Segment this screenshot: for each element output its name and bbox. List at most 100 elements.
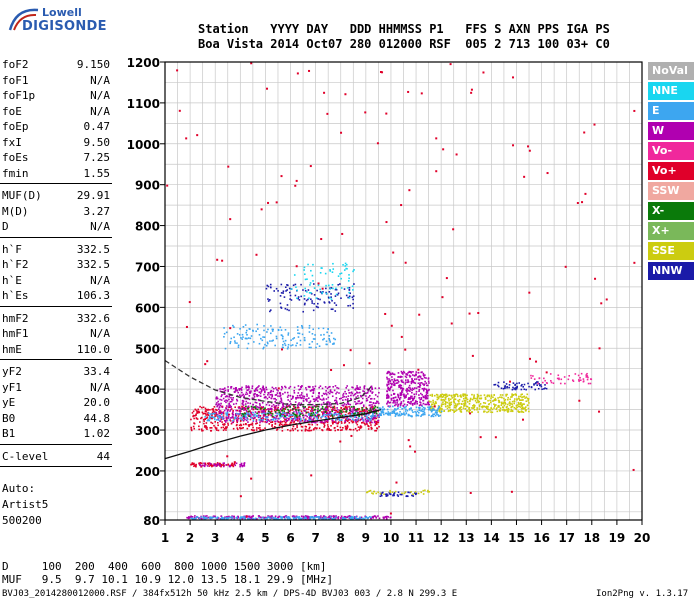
data-point (400, 392, 403, 395)
data-point (482, 401, 485, 404)
data-point (377, 515, 379, 517)
data-point (361, 418, 363, 420)
data-point (365, 420, 367, 422)
data-point (237, 391, 240, 394)
data-point (285, 420, 288, 422)
data-point (340, 407, 343, 409)
data-point (413, 395, 416, 398)
data-point (390, 383, 393, 386)
data-point (369, 419, 371, 422)
data-point (211, 465, 213, 468)
data-point (423, 410, 425, 413)
param-row: h`Es 106.3 (2, 289, 110, 304)
data-point (527, 145, 530, 148)
data-point (546, 172, 549, 175)
x-tick-label: 7 (311, 531, 319, 545)
data-point (397, 393, 399, 396)
data-point (364, 418, 367, 420)
data-point (276, 407, 279, 410)
data-point (308, 297, 310, 299)
data-point (262, 410, 264, 413)
data-point (320, 421, 323, 424)
data-point (227, 424, 230, 426)
data-point (268, 404, 271, 407)
data-point (356, 419, 359, 421)
data-point (386, 408, 389, 411)
data-point (236, 427, 239, 429)
data-point (261, 339, 264, 342)
data-point (272, 390, 274, 393)
data-point (296, 426, 298, 429)
param-row: yF2 33.4 (2, 365, 110, 380)
data-point (386, 394, 388, 396)
data-point (420, 414, 423, 416)
data-point (506, 386, 508, 389)
data-point (386, 384, 388, 387)
data-point (437, 414, 439, 416)
header-row-1: Station YYYY DAY DDD HHMMSS P1 FFS S AXN… (198, 22, 610, 36)
data-point (268, 412, 271, 414)
data-point (246, 417, 248, 419)
data-point (236, 517, 239, 520)
data-point (370, 406, 373, 408)
data-point (292, 412, 295, 415)
data-point (479, 436, 482, 439)
data-point (280, 283, 283, 286)
data-point (359, 388, 361, 391)
data-point (263, 346, 265, 349)
data-point (338, 397, 341, 400)
data-point (348, 297, 351, 299)
data-point (294, 184, 297, 187)
data-point (500, 402, 503, 405)
data-point (352, 307, 355, 309)
data-point (215, 427, 217, 430)
param-row: hmF1 N/A (2, 327, 110, 342)
data-point (298, 332, 301, 335)
data-point (312, 280, 314, 282)
data-point (263, 413, 265, 415)
data-point (256, 408, 259, 411)
data-point (293, 274, 296, 276)
data-point (303, 273, 306, 276)
data-point (317, 395, 320, 397)
data-point (374, 429, 376, 432)
data-point (324, 419, 326, 422)
data-point (256, 415, 259, 417)
data-point (280, 400, 283, 402)
data-point (408, 189, 411, 192)
data-point (274, 515, 277, 518)
data-point (213, 424, 215, 427)
data-point (314, 408, 317, 411)
data-point (214, 415, 216, 417)
data-point (633, 109, 636, 112)
data-point (192, 425, 195, 428)
data-point (377, 414, 379, 417)
data-point (312, 407, 314, 409)
data-point (474, 404, 476, 407)
data-point (333, 515, 336, 518)
data-point (294, 406, 297, 409)
data-point (277, 389, 279, 392)
data-point (412, 380, 415, 382)
data-point (470, 88, 473, 91)
data-point (309, 284, 311, 286)
data-point (280, 397, 282, 400)
data-point (422, 413, 424, 416)
data-point (206, 465, 209, 467)
data-point (227, 386, 229, 388)
data-point (304, 516, 307, 518)
data-point (355, 403, 357, 406)
data-point (290, 344, 292, 347)
data-point (345, 417, 348, 420)
data-point (194, 465, 197, 468)
data-point (379, 412, 381, 415)
data-point (290, 398, 293, 401)
param-separator (0, 443, 112, 445)
data-point (391, 383, 393, 385)
data-point (218, 406, 221, 409)
data-point (242, 396, 245, 399)
data-point (445, 277, 448, 280)
data-point (209, 427, 211, 429)
data-point (470, 398, 472, 401)
data-point (579, 376, 581, 379)
